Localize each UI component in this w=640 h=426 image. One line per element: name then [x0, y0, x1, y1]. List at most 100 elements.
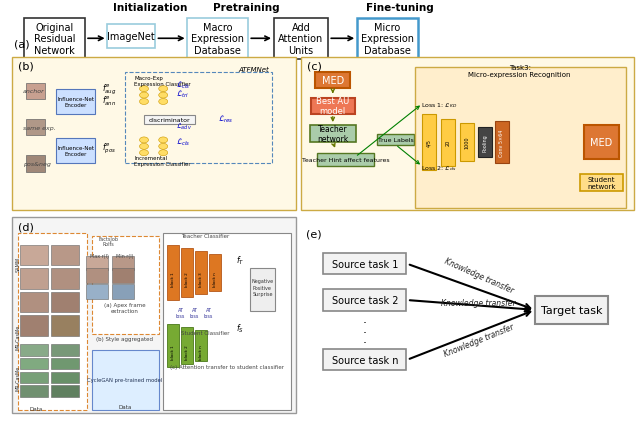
Circle shape	[159, 144, 168, 150]
Text: MED: MED	[322, 76, 344, 86]
Text: Pretraining: Pretraining	[213, 3, 280, 13]
Text: block n: block n	[213, 272, 217, 286]
Circle shape	[159, 99, 168, 105]
Bar	[209, 254, 221, 291]
Text: 4/5: 4/5	[426, 139, 431, 147]
Bar	[112, 285, 134, 299]
Bar	[167, 325, 179, 367]
Bar	[20, 372, 48, 383]
Bar	[86, 285, 108, 299]
Circle shape	[159, 86, 168, 92]
Bar	[20, 292, 48, 313]
Text: 1000: 1000	[465, 136, 470, 149]
Text: Initialization: Initialization	[113, 3, 188, 13]
Text: ImageNet: ImageNet	[108, 32, 155, 42]
FancyBboxPatch shape	[323, 290, 406, 311]
Text: AT
loss: AT loss	[204, 308, 213, 318]
Text: Target task: Target task	[541, 305, 602, 315]
Bar	[495, 121, 509, 164]
Bar	[86, 269, 108, 283]
Text: (e): (e)	[306, 229, 321, 239]
FancyBboxPatch shape	[357, 19, 417, 59]
Text: MR-CasMe: MR-CasMe	[15, 324, 20, 349]
Text: pos&neg: pos&neg	[23, 161, 51, 167]
Text: anchor: anchor	[23, 89, 45, 94]
Bar	[20, 245, 48, 266]
Text: discriminator: discriminator	[148, 118, 191, 123]
Bar	[92, 350, 159, 410]
Bar	[478, 128, 492, 158]
Bar	[26, 120, 45, 136]
FancyBboxPatch shape	[535, 296, 609, 324]
Text: block 2: block 2	[185, 344, 189, 359]
Text: Best AU
model: Best AU model	[316, 97, 349, 116]
FancyBboxPatch shape	[188, 19, 248, 59]
Text: $\mathcal{L}_{res}$: $\mathcal{L}_{res}$	[218, 114, 233, 125]
Text: 20: 20	[445, 140, 451, 146]
FancyBboxPatch shape	[311, 98, 355, 115]
Text: (b) Style aggregated: (b) Style aggregated	[96, 337, 154, 342]
Bar	[20, 316, 48, 336]
Text: SAMM: SAMM	[15, 256, 20, 272]
Text: Add
Attention
Units: Add Attention Units	[278, 23, 323, 56]
Bar	[51, 358, 79, 369]
FancyBboxPatch shape	[323, 349, 406, 371]
Text: Positive: Positive	[253, 285, 272, 290]
Bar	[20, 269, 48, 289]
Bar	[12, 217, 296, 413]
Text: (c) Attention transfer to student classifier: (c) Attention transfer to student classi…	[170, 364, 284, 369]
FancyBboxPatch shape	[107, 25, 155, 49]
Bar	[56, 138, 95, 164]
Bar	[20, 345, 48, 356]
Text: Min r(l): Min r(l)	[116, 253, 134, 258]
Text: $f^e_{pos}$: $f^e_{pos}$	[102, 142, 116, 156]
Text: $\mathcal{L}_{tri}$: $\mathcal{L}_{tri}$	[176, 88, 189, 99]
Bar	[441, 119, 455, 166]
Bar	[422, 115, 436, 170]
Text: Macro-Exp
Expression Classifier: Macro-Exp Expression Classifier	[134, 75, 191, 86]
Text: (b): (b)	[18, 61, 34, 71]
Bar	[51, 345, 79, 356]
Circle shape	[140, 150, 148, 156]
Text: Incremental
Expression Classifier: Incremental Expression Classifier	[134, 155, 191, 167]
Text: ATFMNet: ATFMNet	[238, 67, 269, 73]
Text: block 3: block 3	[199, 272, 203, 286]
Text: Fine-tuning: Fine-tuning	[366, 3, 434, 13]
Bar	[51, 316, 79, 336]
Text: True Labels: True Labels	[378, 137, 413, 142]
Text: Data: Data	[118, 404, 131, 409]
Text: Original
Residual
Network: Original Residual Network	[34, 23, 75, 56]
Text: Teacher
network: Teacher network	[317, 124, 348, 144]
Text: $\mathcal{L}_{cls}$: $\mathcal{L}_{cls}$	[176, 80, 191, 91]
Text: CycleGAN pre-trained model: CycleGAN pre-trained model	[87, 377, 163, 383]
Text: Knowledge transfer: Knowledge transfer	[442, 298, 516, 307]
Text: block n: block n	[199, 344, 203, 359]
FancyBboxPatch shape	[323, 253, 406, 275]
Text: Rolfs: Rolfs	[103, 241, 115, 246]
Text: block 1: block 1	[171, 344, 175, 359]
Text: same exp.: same exp.	[23, 125, 56, 130]
Bar	[250, 268, 275, 311]
Text: Source task n: Source task n	[332, 355, 398, 365]
Text: AT
loss: AT loss	[190, 308, 199, 318]
Circle shape	[140, 144, 148, 150]
Bar	[51, 245, 79, 266]
Text: Pooling: Pooling	[483, 134, 488, 152]
Text: $f_S$: $f_S$	[236, 322, 244, 334]
Bar	[460, 124, 474, 162]
Text: Teacher Hint affect features: Teacher Hint affect features	[302, 157, 389, 162]
Bar	[20, 358, 48, 369]
Text: Influence-Net
Encoder: Influence-Net Encoder	[57, 97, 94, 108]
FancyBboxPatch shape	[580, 175, 623, 191]
Text: MED: MED	[591, 137, 612, 147]
Text: Influence-Net
Encoder: Influence-Net Encoder	[57, 146, 94, 157]
Bar	[181, 328, 193, 364]
Circle shape	[159, 138, 168, 144]
Bar	[12, 58, 296, 211]
Text: Conv 5×64: Conv 5×64	[499, 129, 504, 156]
Text: Student
network: Student network	[588, 177, 616, 190]
FancyBboxPatch shape	[315, 73, 351, 89]
Text: Negative: Negative	[252, 279, 273, 284]
Text: $f^e_{aug}$: $f^e_{aug}$	[102, 82, 117, 97]
Text: $\mathcal{L}_{adv}$: $\mathcal{L}_{adv}$	[176, 121, 192, 132]
